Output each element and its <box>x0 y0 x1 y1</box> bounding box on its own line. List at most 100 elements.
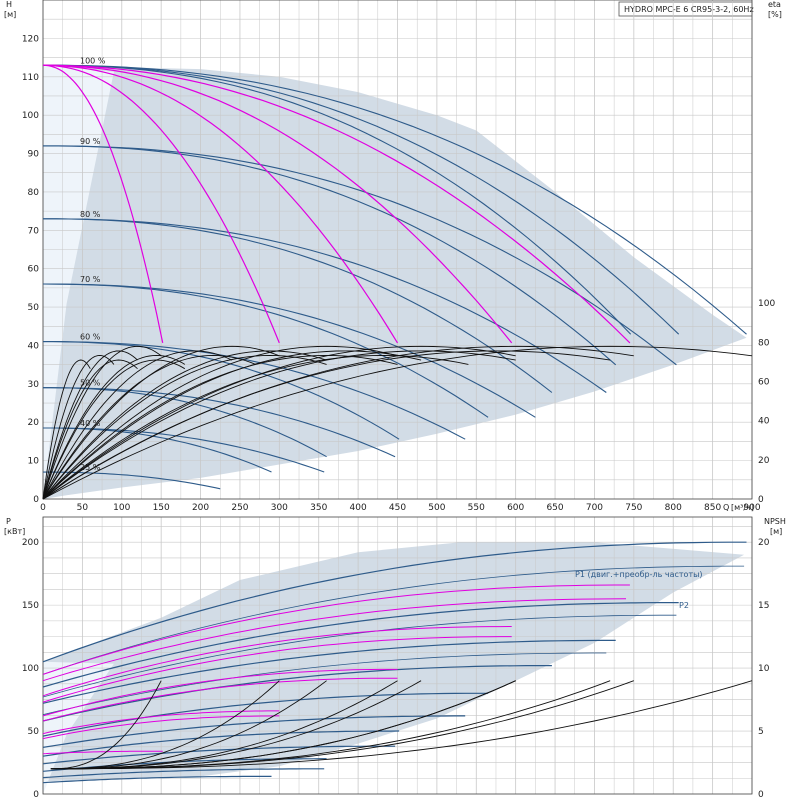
chart-title: HYDRO MPC-E 6 CR95-3-2, 60Hz <box>624 5 754 14</box>
y-tick-label-left: 0 <box>33 495 39 505</box>
x-tick-label: 500 <box>428 503 445 513</box>
efficiency-curve <box>42 345 162 500</box>
efficiency-curve <box>42 345 280 500</box>
y-tick-label-left: 110 <box>22 73 39 83</box>
y-tick-label-left: 50 <box>28 303 40 313</box>
head-curve <box>43 64 680 335</box>
power-curve-magenta <box>42 677 398 722</box>
efficiency-curve <box>42 350 327 500</box>
power-p1-curve <box>42 541 747 663</box>
x-tick-label: 300 <box>271 503 288 513</box>
efficiency-curve <box>42 345 753 500</box>
efficiency-curve <box>42 359 138 500</box>
y-tick-label-left: 70 <box>28 226 40 236</box>
y-tick-label-right: 20 <box>758 456 770 466</box>
speed-label: 60 % <box>80 333 101 342</box>
x-tick-label: 0 <box>40 503 46 513</box>
efficiency-curve <box>42 350 516 500</box>
speed-label: 50 % <box>80 379 101 388</box>
npsh-axis-unit: [м] <box>770 527 782 536</box>
efficiency-curve <box>42 355 115 500</box>
head-curve <box>42 283 536 418</box>
y-tick-label-left: 0 <box>33 790 39 800</box>
power-p1-curve <box>42 639 616 704</box>
head-curve-magenta <box>42 64 280 344</box>
x-tick-label: 400 <box>350 503 367 513</box>
power-panel: 0 50 100 150 200 0 5 10 15 20 <box>22 516 770 800</box>
head-panel: 0 10 20 30 40 50 60 70 80 90 100 110 120 0 20 40 60 80 100… <box>22 0 775 513</box>
speed-label: 80 % <box>80 210 101 219</box>
efficiency-curve <box>42 355 469 500</box>
power-p1-curve <box>42 665 552 722</box>
npsh-curve <box>50 680 422 770</box>
y-tick-label-left: 100 <box>22 664 39 674</box>
legend-p1: P1 (двиг.+преобр-ль частоты) <box>575 570 703 579</box>
power-p1-curve <box>42 692 489 737</box>
efficiency-curve <box>42 359 91 500</box>
x-tick-label: 100 <box>113 503 130 513</box>
y-tick-label-right: 60 <box>758 378 770 388</box>
x-tick-label: 600 <box>507 503 524 513</box>
npsh-curve <box>50 680 162 770</box>
head-curve <box>43 471 221 490</box>
head-curve-magenta <box>42 64 513 344</box>
y-tick-label-left: 100 <box>22 111 39 121</box>
x-tick-label: 450 <box>389 503 406 513</box>
speed-label: 40 % <box>80 419 101 428</box>
y-tick-label-left: 40 <box>28 341 40 351</box>
efficiency-curve <box>42 350 138 500</box>
speed-label: 90 % <box>80 137 101 146</box>
envelope-light-region <box>43 661 114 794</box>
efficiency-curve <box>42 350 611 500</box>
y-tick-label-left: 90 <box>28 150 40 160</box>
efficiency-curve <box>42 350 233 500</box>
x-tick-label: 150 <box>153 503 170 513</box>
efficiency-curve <box>42 345 398 500</box>
x-tick-label: 900 <box>743 503 760 513</box>
x-tick-label: 750 <box>625 503 642 513</box>
x-tick-label: 800 <box>665 503 682 513</box>
power-axis-label: P <box>6 517 11 526</box>
plot-frame <box>42 0 753 500</box>
x-tick-label: 850 <box>704 503 721 513</box>
x-tick-label: 50 <box>77 503 89 513</box>
x-tick-label: 650 <box>546 503 563 513</box>
head-curve <box>43 64 747 335</box>
power-p1-curve <box>42 730 400 757</box>
power-curve-magenta <box>42 636 512 703</box>
eta-axis-label: eta <box>768 0 781 9</box>
operating-envelope <box>43 542 745 782</box>
y-tick-label-right: 10 <box>758 664 770 674</box>
power-curve-magenta <box>42 668 398 717</box>
npsh-axis-label: NPSH <box>764 517 786 526</box>
head-curve-magenta <box>42 64 631 344</box>
head-axis-unit: [м] <box>4 10 16 19</box>
x-tick-label: 200 <box>192 503 209 513</box>
flow-axis-unit: [м³/ч] <box>731 503 754 512</box>
y-tick-label-left: 80 <box>28 188 40 198</box>
legend-p2: P2 <box>679 601 689 610</box>
head-curve-magenta <box>42 64 399 344</box>
npsh-curve <box>50 680 327 770</box>
power-curve-magenta <box>42 710 280 735</box>
y-tick-label-left: 50 <box>28 727 40 737</box>
y-tick-label-left: 150 <box>22 601 39 611</box>
y-tick-label-right: 0 <box>758 495 764 505</box>
eta-axis-unit: [%] <box>768 10 782 19</box>
power-curve-magenta <box>42 584 630 675</box>
power-curve-magenta <box>42 598 627 682</box>
speed-label: 100 % <box>80 56 106 65</box>
power-curve-magenta <box>42 715 280 740</box>
head-curve <box>43 145 677 366</box>
power-p1-curve <box>42 768 325 779</box>
power-p1-curve <box>42 715 466 748</box>
y-tick-label-left: 200 <box>22 538 39 548</box>
envelope-light-region <box>43 65 114 500</box>
plot-frame <box>42 516 753 795</box>
x-tick-label: 550 <box>468 503 485 513</box>
speed-label: 70 % <box>80 275 101 284</box>
x-tick-label: 250 <box>231 503 248 513</box>
x-tick-label: 700 <box>586 503 603 513</box>
power-p2-curve <box>42 652 607 716</box>
